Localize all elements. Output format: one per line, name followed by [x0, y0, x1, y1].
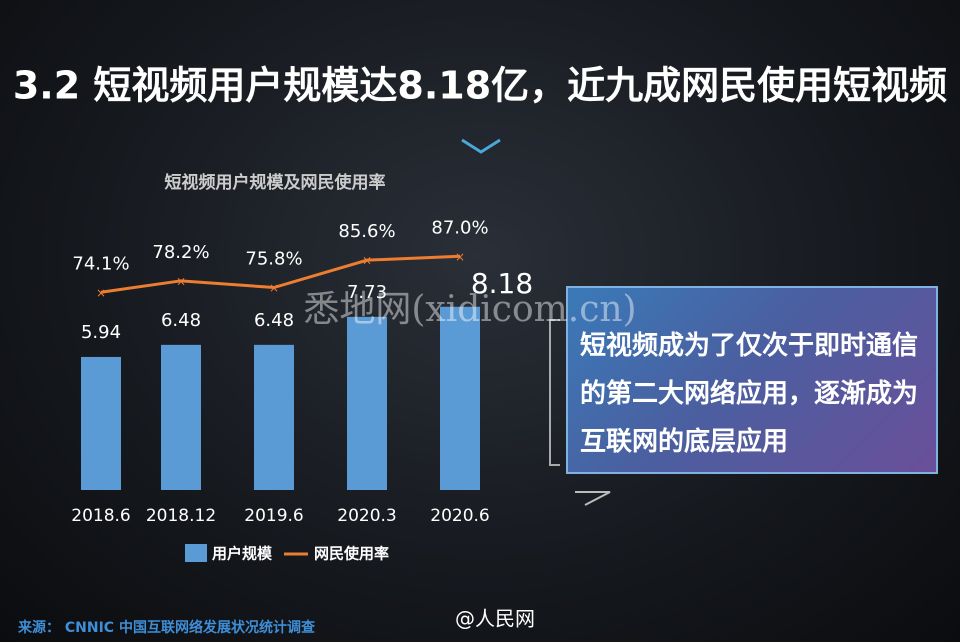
bar-label: 6.48 [161, 310, 201, 331]
bar [254, 344, 294, 490]
legend-label: 网民使用率 [314, 545, 389, 563]
x-tick-label: 2020.3 [337, 506, 396, 526]
line-marker: × [455, 250, 465, 264]
bracket [549, 319, 560, 466]
line-label: 85.6% [338, 221, 395, 242]
bar [347, 316, 387, 490]
bar [440, 306, 480, 490]
line-label: 87.0% [431, 217, 488, 238]
bar-label: 8.18 [471, 267, 533, 300]
line-label: 75.8% [245, 249, 302, 270]
bar [161, 344, 201, 490]
source: 来源： CNNIC 中国互联网络发展状况统计调查 [17, 619, 316, 636]
x-tick-label: 2018.12 [146, 506, 216, 526]
chevron [461, 138, 501, 154]
line-label: 74.1% [72, 253, 129, 274]
bar-label: 7.73 [347, 282, 387, 303]
line-marker: × [269, 281, 279, 295]
x-tick-label: 2020.6 [430, 506, 489, 526]
callout: 短视频成为了仅次于即时通信的第二大网络应用，逐渐成为互联网的底层应用 [566, 286, 938, 474]
legend-swatch [185, 544, 207, 562]
line-marker: × [362, 254, 372, 268]
line-label: 78.2% [152, 242, 209, 263]
x-tick-label: 2019.6 [244, 506, 303, 526]
bar-label: 5.94 [81, 322, 121, 343]
legend-label: 用户规模 [212, 545, 273, 563]
x-tick-label: 2018.6 [71, 506, 130, 526]
chart-title: 短视频用户规模及网民使用率 [165, 172, 386, 193]
bracket [575, 491, 611, 506]
bar [81, 356, 121, 490]
line-marker: × [96, 286, 106, 300]
credit: @人民网 [455, 607, 535, 631]
slide-title: 3.2 短视频用户规模达8.18亿，近九成网民使用短视频 [13, 64, 947, 108]
line-marker: × [176, 274, 186, 288]
bar-label: 6.48 [254, 310, 294, 331]
line [100, 254, 461, 294]
